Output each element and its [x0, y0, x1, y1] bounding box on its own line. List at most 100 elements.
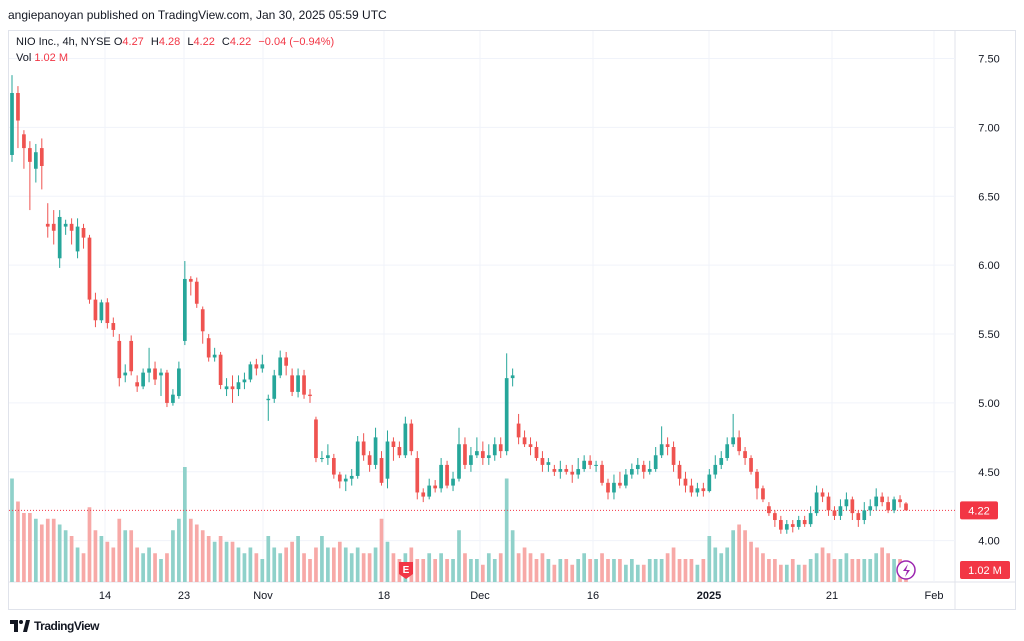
candle-body	[361, 441, 366, 456]
candle-body	[427, 485, 432, 497]
candlestick-chart[interactable]: 7.50 7.00 6.50 6.00 5.50 5.00 4.50 4.00 14 23 Nov 1…	[9, 31, 1015, 609]
candle-body	[486, 455, 491, 459]
volume-bar	[850, 559, 855, 582]
candle-body	[868, 506, 873, 511]
volume-bar	[427, 553, 432, 582]
volume-bar	[826, 553, 831, 582]
volume-bar	[99, 536, 104, 582]
x-tick-label: 23	[178, 590, 190, 602]
volume-bar	[886, 553, 890, 582]
candle-body	[612, 482, 616, 493]
volume-bar	[612, 559, 616, 582]
volume-bar	[528, 553, 533, 582]
volume-bar	[206, 536, 211, 582]
candle-body	[451, 478, 455, 486]
candle-body	[761, 488, 765, 500]
candle-body	[284, 357, 289, 366]
volume-bar	[28, 513, 32, 582]
y-tick-label: 7.50	[978, 54, 999, 66]
candle-body	[337, 474, 342, 482]
volume-bar	[81, 553, 86, 582]
candle-body	[391, 441, 396, 448]
volume-bar	[761, 553, 765, 582]
volume-bar	[713, 547, 718, 582]
candle-body	[635, 464, 640, 470]
legend-ohlc-row: NIO Inc., 4h, NYSE O4.27 H4.28 L4.22 C4.…	[16, 34, 338, 50]
candle-body	[28, 148, 32, 162]
candle-body	[224, 386, 229, 390]
candle-body	[546, 462, 551, 465]
candle-body	[862, 510, 867, 521]
volume-bar	[242, 553, 247, 582]
candle-body	[230, 386, 235, 390]
legend-low-label: L	[187, 36, 194, 48]
volume-bar	[22, 513, 26, 582]
candle-body	[457, 444, 461, 479]
volume-bar	[326, 547, 330, 582]
volume-bar	[802, 564, 807, 582]
candle-body	[784, 524, 789, 530]
volume-bar	[492, 559, 497, 582]
candle-body	[659, 444, 664, 456]
candle-body	[39, 148, 44, 166]
x-tick-label: 18	[378, 590, 390, 602]
candle-body	[69, 223, 74, 231]
volume-bar	[868, 559, 873, 582]
candle-body	[188, 278, 193, 282]
candle-body	[326, 455, 330, 459]
candle-body	[516, 423, 521, 438]
candle-body	[296, 375, 300, 392]
volume-bar	[552, 564, 557, 582]
chart-frame[interactable]: 7.50 7.00 6.50 6.00 5.50 5.00 4.50 4.00 14 23 Nov 1…	[8, 30, 1016, 610]
volume-bar	[135, 547, 140, 582]
volume-bar	[117, 518, 122, 582]
candle-body	[51, 223, 56, 231]
candle-body	[10, 92, 14, 155]
volume-bar	[57, 524, 62, 582]
volume-bar	[123, 530, 128, 582]
candle-body	[153, 368, 157, 380]
volume-bar	[695, 564, 700, 582]
volume-bar	[51, 518, 56, 582]
candle-body	[266, 398, 271, 401]
legend-volume-label[interactable]: Vol	[16, 52, 32, 64]
candle-body	[200, 309, 205, 332]
volume-bar	[200, 530, 205, 582]
volume-bar	[582, 553, 587, 582]
volume-bar	[588, 559, 592, 582]
volume-bar	[480, 564, 485, 582]
volume-bar	[594, 559, 598, 582]
candle-body	[81, 227, 86, 238]
candle-body	[510, 375, 515, 379]
candle-body	[898, 499, 902, 503]
volume-bar	[188, 518, 193, 582]
candle-body	[701, 488, 706, 492]
candle-body	[135, 382, 140, 387]
volume-bar	[767, 559, 771, 582]
candle-body	[45, 223, 50, 227]
volume-bar	[314, 547, 318, 582]
candle-body	[343, 478, 348, 482]
candle-body	[421, 492, 426, 497]
volume-bar	[659, 559, 664, 582]
candle-body	[773, 513, 777, 521]
volume-bar	[731, 530, 736, 582]
volume-bar	[415, 559, 420, 582]
candle-body	[159, 372, 163, 376]
volume-bar	[349, 553, 354, 582]
volume-bar	[75, 547, 80, 582]
legend-symbol[interactable]: NIO Inc., 4h, NYSE	[16, 36, 111, 48]
candle-body	[123, 372, 128, 376]
candle-body	[260, 364, 265, 369]
candle-body	[707, 474, 712, 492]
candle-body	[433, 485, 438, 489]
volume-bar	[749, 541, 753, 582]
volume-bar	[689, 559, 694, 582]
volume-bar	[93, 530, 98, 582]
volume-bar	[87, 507, 92, 582]
volume-bar	[701, 559, 706, 582]
volume-bar	[343, 547, 348, 582]
volume-bar	[331, 547, 336, 582]
legend-volume-row: Vol 1.02 M	[16, 50, 338, 66]
candle-body	[886, 502, 890, 511]
